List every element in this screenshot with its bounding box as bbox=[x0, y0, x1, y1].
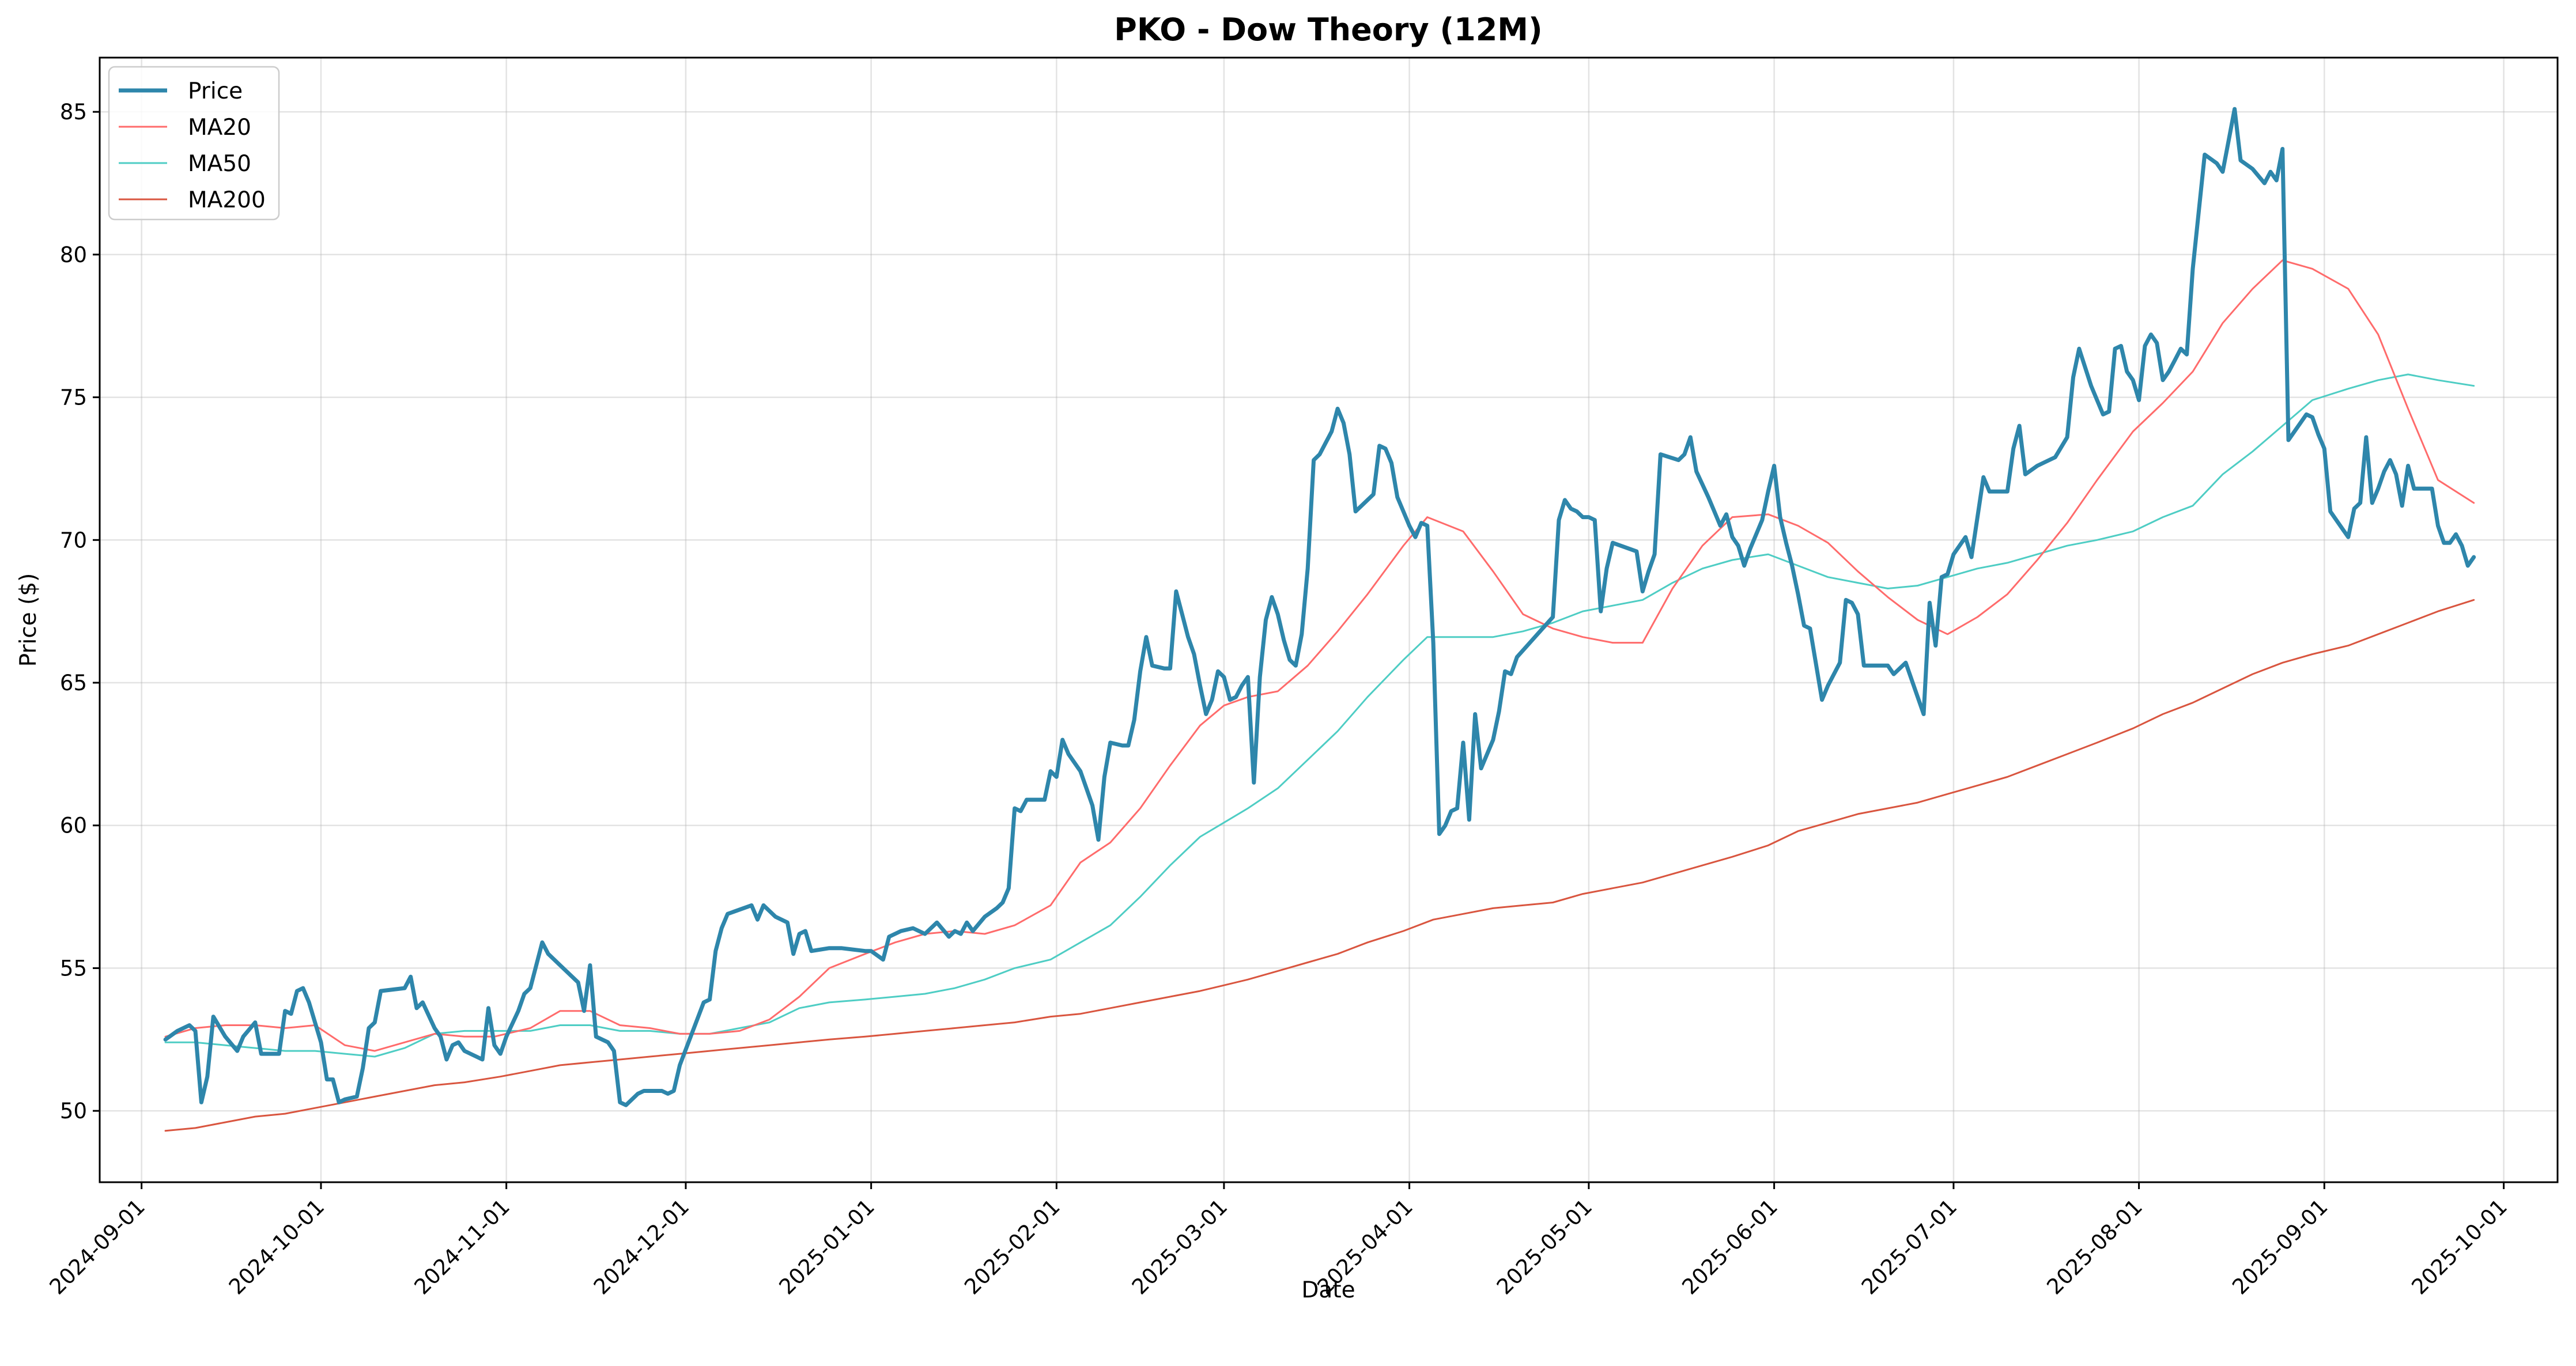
series-layer bbox=[163, 107, 2476, 1132]
y-tick-label: 75 bbox=[60, 385, 87, 410]
legend: Price MA20 MA50 MA200 bbox=[108, 66, 280, 221]
legend-frame bbox=[108, 66, 280, 221]
y-tick-label: 85 bbox=[60, 100, 87, 124]
y-tick-label: 80 bbox=[60, 243, 87, 267]
chart-title: PKO - Dow Theory (12M) bbox=[1114, 12, 1542, 48]
legend-label-ma200: MA200 bbox=[188, 187, 266, 213]
legend-label-price: Price bbox=[188, 78, 243, 104]
series-line-ma200 bbox=[164, 599, 2475, 1132]
grid bbox=[100, 58, 2558, 1182]
y-tick-label: 70 bbox=[60, 528, 87, 553]
y-tick-label: 50 bbox=[60, 1099, 87, 1123]
plot-frame bbox=[99, 56, 2559, 1183]
series-line-price bbox=[163, 107, 2476, 1107]
y-tick-label: 60 bbox=[60, 813, 87, 838]
series-line-ma50 bbox=[164, 373, 2475, 1058]
y-axis-label: Price ($) bbox=[16, 573, 41, 667]
series-line-ma20 bbox=[164, 259, 2475, 1052]
legend-label-ma50: MA50 bbox=[188, 151, 251, 177]
y-tick-label: 55 bbox=[60, 956, 87, 981]
y-tick-label: 65 bbox=[60, 671, 87, 695]
y-axis: 50 55 60 65 70 75 80 85 bbox=[60, 100, 100, 1123]
x-axis-label: Date bbox=[1301, 1277, 1355, 1303]
legend-label-ma20: MA20 bbox=[188, 115, 251, 141]
